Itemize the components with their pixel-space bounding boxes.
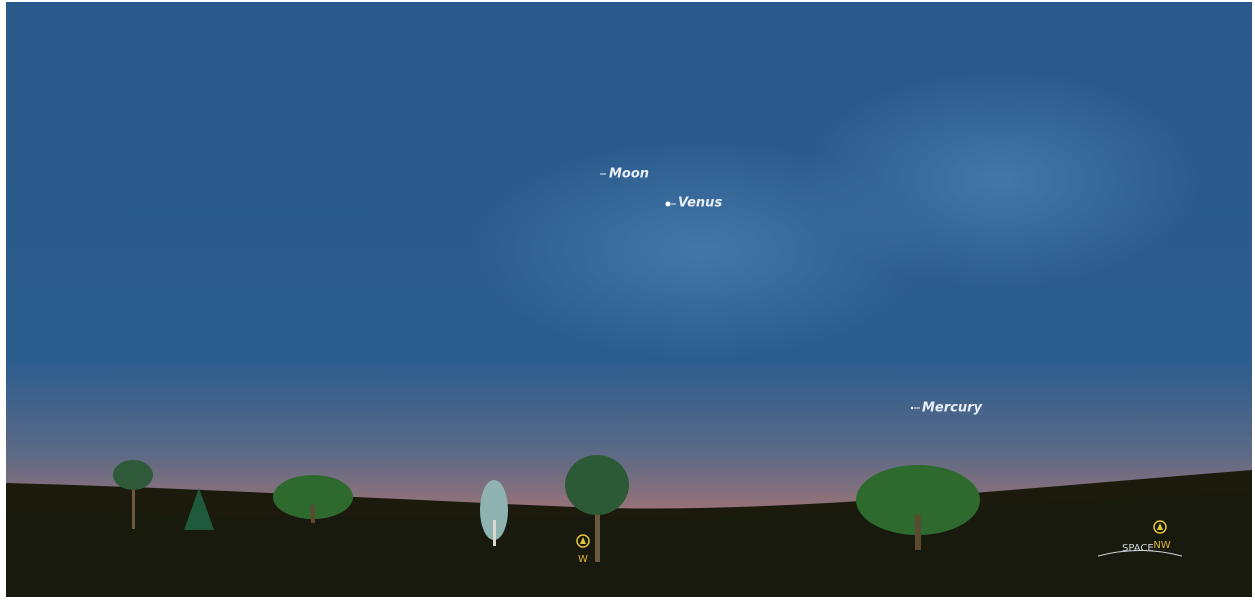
venus	[666, 202, 671, 207]
object-label: Venus	[678, 196, 722, 211]
page: Moon Venus Mercury W NW SPACE (() => { c…	[0, 0, 1255, 600]
compass-label: W	[578, 554, 588, 565]
object-label: Moon	[609, 167, 649, 182]
object-label: Mercury	[922, 401, 983, 416]
key-hint: SPACE	[1122, 543, 1154, 554]
sky-glow	[800, 70, 1200, 290]
compass-label: NW	[1153, 540, 1170, 551]
planetarium-view: Moon Venus Mercury W NW SPACE	[0, 0, 1255, 600]
mercury	[911, 407, 913, 409]
